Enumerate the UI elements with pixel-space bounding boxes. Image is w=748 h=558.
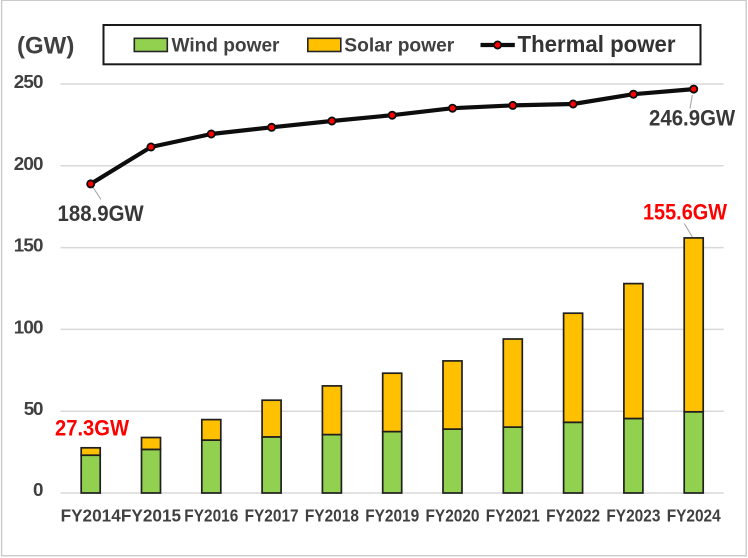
svg-text:0: 0 bbox=[33, 479, 43, 500]
svg-text:FY2019: FY2019 bbox=[365, 506, 419, 526]
svg-text:FY2018: FY2018 bbox=[305, 506, 359, 526]
svg-text:Thermal power: Thermal power bbox=[518, 31, 676, 57]
svg-text:FY2020: FY2020 bbox=[426, 506, 480, 526]
svg-text:FY2015: FY2015 bbox=[121, 506, 182, 526]
svg-text:Solar power: Solar power bbox=[344, 35, 454, 57]
svg-text:188.9GW: 188.9GW bbox=[58, 201, 145, 226]
svg-text:150: 150 bbox=[14, 235, 44, 256]
svg-text:200: 200 bbox=[14, 153, 44, 174]
svg-text:27.3GW: 27.3GW bbox=[55, 415, 129, 440]
svg-text:246.9GW: 246.9GW bbox=[649, 105, 736, 130]
svg-text:FY2023: FY2023 bbox=[606, 506, 660, 526]
svg-text:155.6GW: 155.6GW bbox=[643, 200, 727, 225]
svg-text:FY2021: FY2021 bbox=[486, 506, 540, 526]
svg-text:FY2022: FY2022 bbox=[546, 506, 600, 526]
svg-text:FY2024: FY2024 bbox=[667, 506, 721, 526]
svg-text:250: 250 bbox=[14, 71, 44, 92]
svg-text:50: 50 bbox=[24, 398, 44, 419]
svg-text:100: 100 bbox=[14, 316, 44, 337]
svg-text:FY2017: FY2017 bbox=[245, 506, 299, 526]
svg-text:(GW): (GW) bbox=[17, 32, 74, 59]
svg-text:FY2014: FY2014 bbox=[61, 506, 122, 526]
svg-text:FY2016: FY2016 bbox=[184, 506, 238, 526]
svg-text:Wind power: Wind power bbox=[172, 35, 280, 57]
